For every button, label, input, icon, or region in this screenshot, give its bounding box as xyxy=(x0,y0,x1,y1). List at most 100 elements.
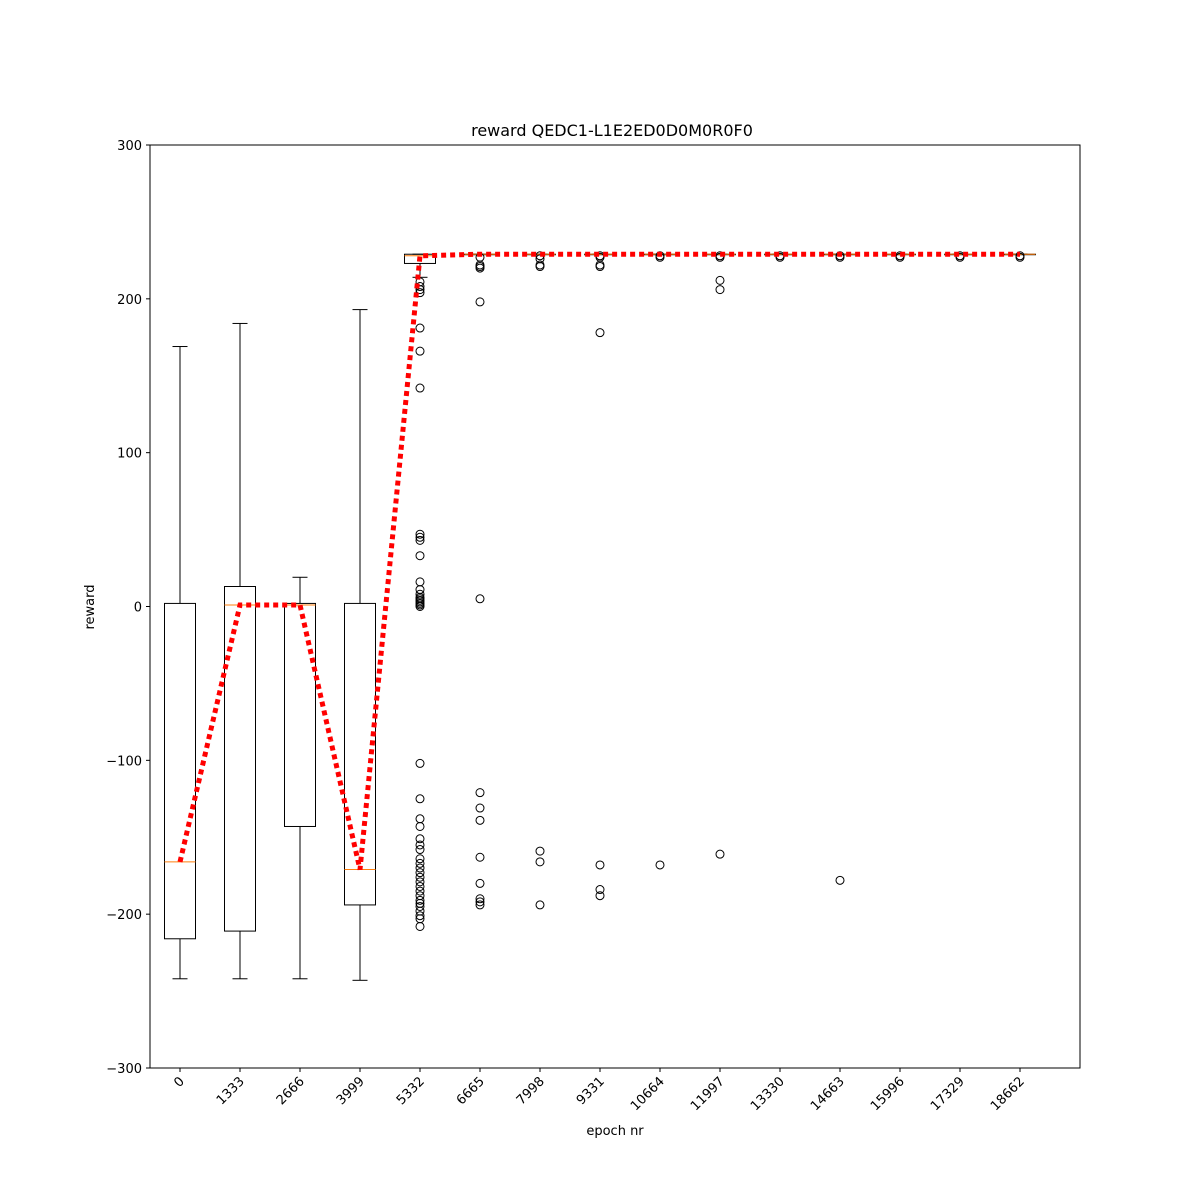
flier-point xyxy=(415,834,425,844)
flier-point xyxy=(415,911,425,921)
flier-point xyxy=(955,252,965,262)
flier-point xyxy=(415,535,425,545)
flier-point xyxy=(775,252,785,262)
box-body xyxy=(404,253,436,264)
box-7998 xyxy=(524,251,556,910)
flier-point xyxy=(415,814,425,824)
x-tick-label: 13330 xyxy=(748,1074,788,1114)
flier-point xyxy=(415,854,425,864)
flier-point xyxy=(415,921,425,931)
flier-point xyxy=(415,901,425,911)
flier-point xyxy=(475,815,485,825)
box-3999 xyxy=(344,309,376,981)
flier-point xyxy=(415,532,425,542)
y-tick-label: 100 xyxy=(117,447,142,462)
mean-line xyxy=(177,251,1020,871)
plot-content xyxy=(164,251,1036,981)
flier-point xyxy=(415,877,425,887)
flier-point xyxy=(415,758,425,768)
box-0 xyxy=(164,346,196,980)
y-tick-label: 200 xyxy=(117,293,142,308)
y-tick-label: −200 xyxy=(106,908,142,923)
flier-point xyxy=(475,263,485,273)
box-body xyxy=(164,602,196,940)
x-tick-label: 11997 xyxy=(688,1074,728,1114)
flier-point xyxy=(655,860,665,870)
x-tick-label: 6665 xyxy=(454,1074,488,1108)
x-tick-label: 10664 xyxy=(628,1074,668,1114)
flier-point xyxy=(415,602,425,611)
flier-point xyxy=(415,868,425,878)
box-2666 xyxy=(284,576,316,980)
flier-point xyxy=(415,529,425,539)
flier-point xyxy=(415,794,425,804)
x-tick-label: 17329 xyxy=(928,1074,968,1114)
flier-point xyxy=(535,900,545,910)
flier-point xyxy=(595,891,605,901)
flier-point xyxy=(595,860,605,870)
box-body xyxy=(344,602,376,906)
flier-point xyxy=(595,262,605,272)
flier-point xyxy=(475,788,485,798)
x-axis-label: epoch nr xyxy=(586,1124,644,1139)
x-tick-label: 9331 xyxy=(574,1074,608,1108)
x-tick-label: 14663 xyxy=(808,1074,848,1114)
flier-point xyxy=(415,845,425,855)
flier-point xyxy=(415,881,425,891)
flier-point xyxy=(475,897,485,907)
flier-point xyxy=(475,803,485,813)
box-11997 xyxy=(704,251,736,859)
x-axis: 0 1333 2666 3999 5332 6665 7998 9331 10664 11997 1… xyxy=(171,1068,1028,1114)
flier-point xyxy=(895,252,905,262)
flier-point xyxy=(415,577,425,587)
flier-point xyxy=(415,906,425,916)
flier-point xyxy=(415,895,425,905)
flier-point xyxy=(535,262,545,272)
y-axis-label: reward xyxy=(83,584,98,629)
y-tick-label: −300 xyxy=(106,1062,142,1077)
flier-point xyxy=(475,852,485,862)
x-tick-label: 5332 xyxy=(394,1074,428,1108)
flier-point xyxy=(475,878,485,888)
flier-point xyxy=(475,900,485,910)
x-tick-label: 3999 xyxy=(334,1074,368,1108)
flier-point xyxy=(475,297,485,307)
flier-point xyxy=(415,821,425,831)
y-tick-label: 0 xyxy=(134,601,142,616)
flier-point xyxy=(715,849,725,859)
x-tick-label: 2666 xyxy=(274,1074,308,1108)
chart-title: reward QEDC1-L1E2ED0D0M0R0F0 xyxy=(471,121,753,140)
flier-point xyxy=(415,551,425,561)
flier-point xyxy=(415,383,425,393)
flier-point xyxy=(715,252,725,262)
flier-point xyxy=(415,285,425,295)
box-6665 xyxy=(464,252,496,910)
flier-point xyxy=(535,846,545,856)
box-9331 xyxy=(584,251,616,901)
x-tick-label: 15996 xyxy=(868,1074,908,1114)
flier-point xyxy=(595,328,605,338)
x-tick-label: 1333 xyxy=(214,1074,248,1108)
y-tick-label: −100 xyxy=(106,754,142,769)
box-14663 xyxy=(824,251,856,885)
box-body xyxy=(224,586,256,932)
flier-point xyxy=(415,346,425,356)
flier-point xyxy=(415,863,425,873)
flier-point xyxy=(415,840,425,850)
flier-point xyxy=(415,891,425,901)
box-body xyxy=(284,602,316,827)
flier-point xyxy=(595,885,605,895)
flier-point xyxy=(475,894,485,904)
flier-point xyxy=(415,585,425,595)
plot-frame xyxy=(149,144,1081,1069)
box-10664 xyxy=(644,251,676,870)
flier-point xyxy=(415,323,425,333)
x-tick-label: 18662 xyxy=(988,1074,1028,1114)
x-tick-label: 7998 xyxy=(514,1074,548,1108)
flier-point xyxy=(415,858,425,868)
flier-point xyxy=(715,275,725,285)
flier-point xyxy=(715,285,725,295)
flier-point xyxy=(415,872,425,882)
y-tick-label: 300 xyxy=(117,139,142,154)
